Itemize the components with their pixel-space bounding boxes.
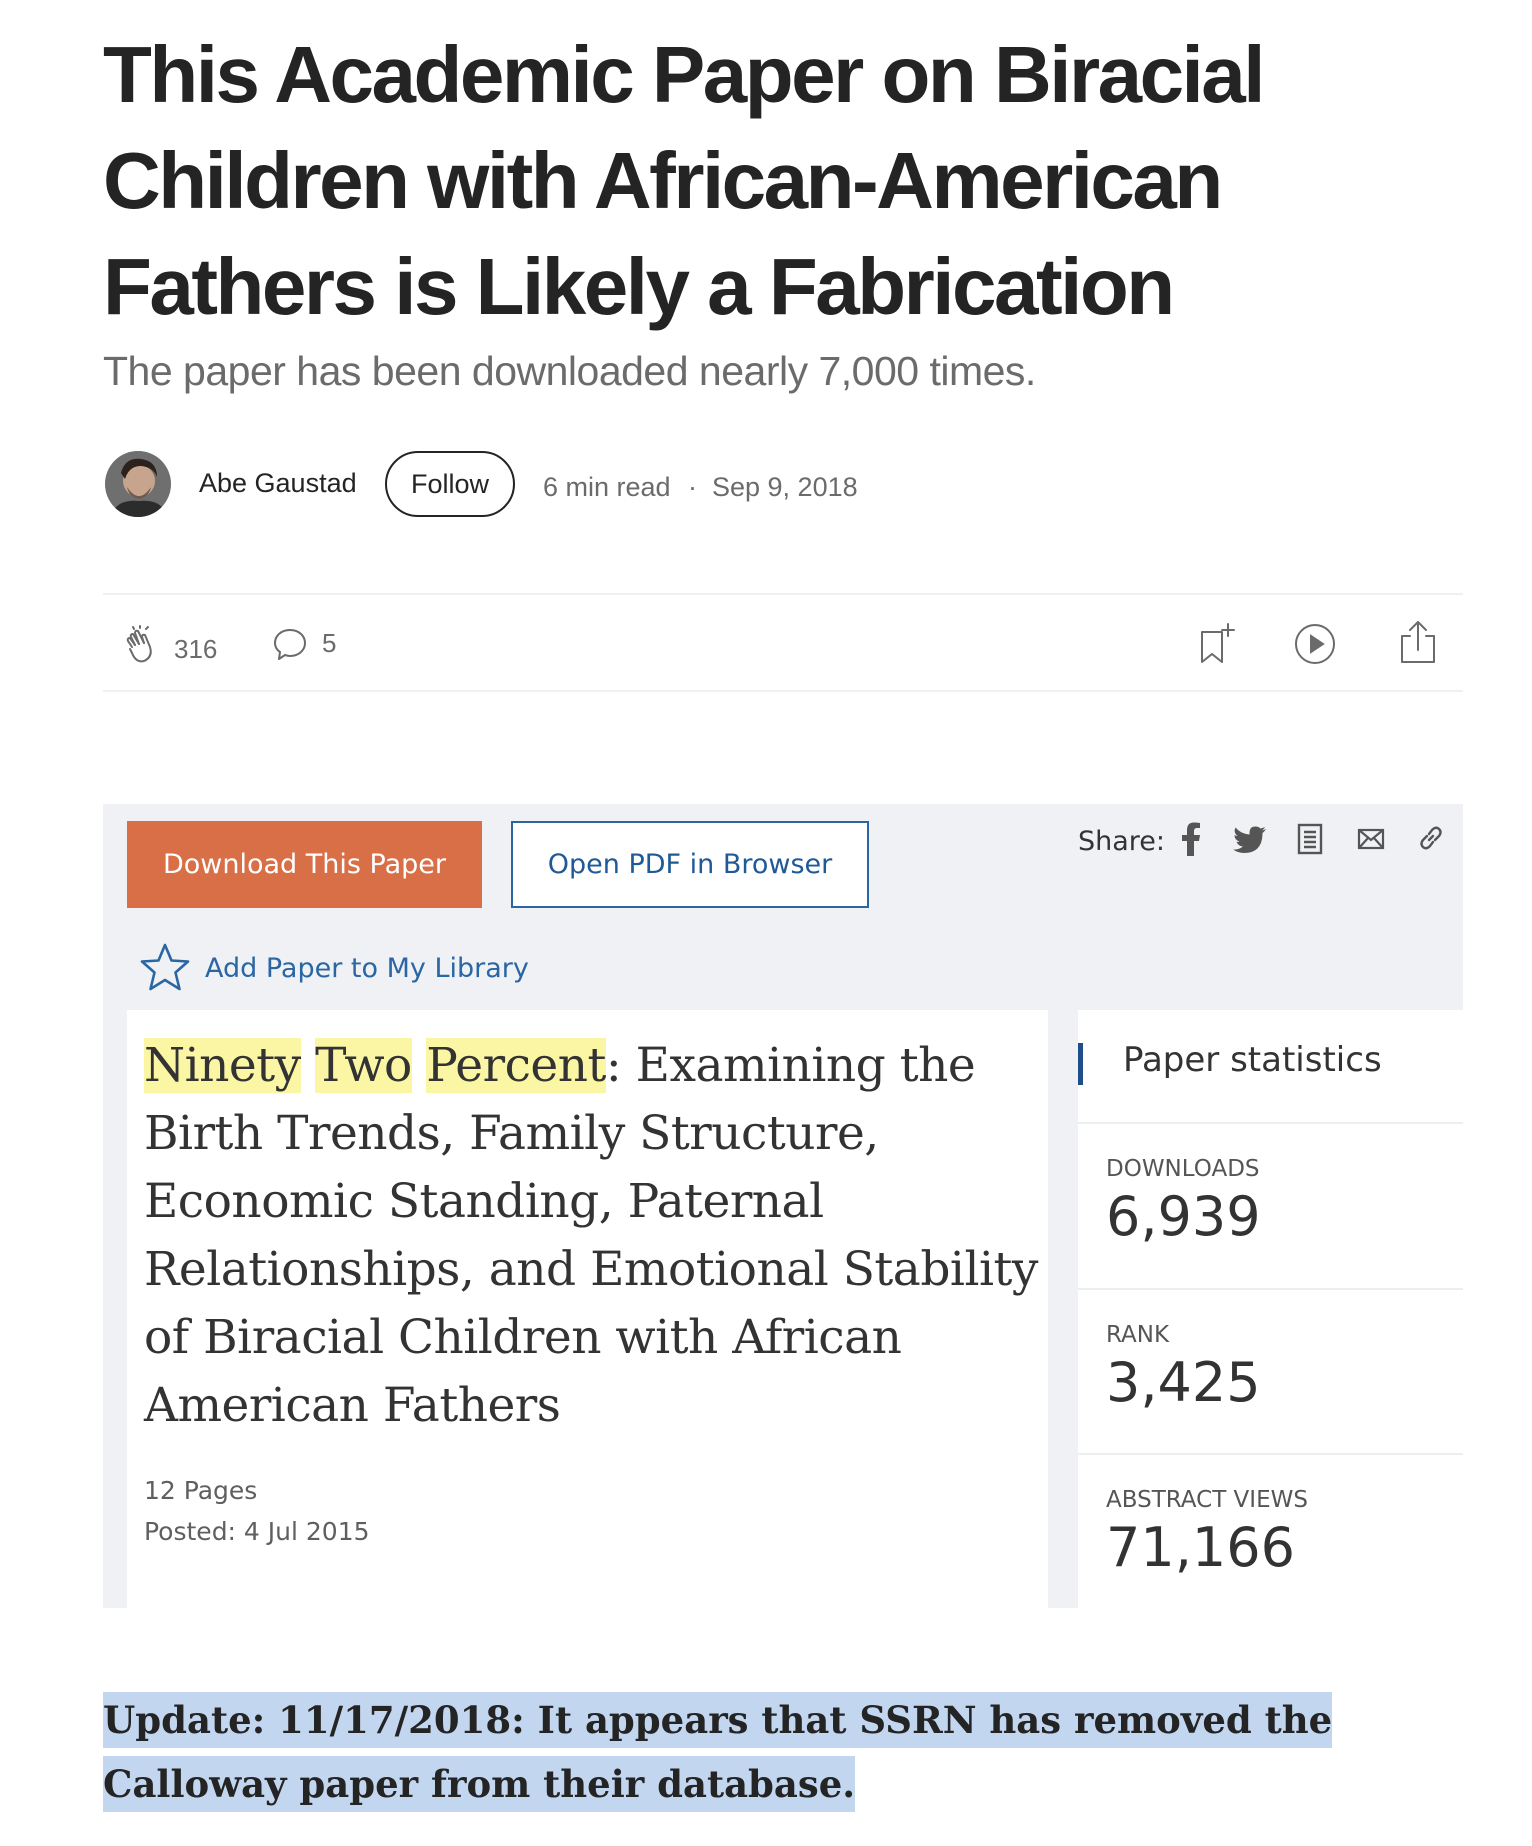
- open-pdf-button[interactable]: Open PDF in Browser: [511, 821, 869, 908]
- author-avatar[interactable]: [105, 451, 171, 517]
- stats-divider: [1078, 1453, 1463, 1455]
- paper-card: [127, 1010, 1048, 1608]
- star-icon[interactable]: [138, 942, 192, 999]
- clap-icon[interactable]: [122, 625, 162, 670]
- clap-count: 316: [174, 634, 218, 664]
- rank-label: RANK: [1106, 1322, 1170, 1348]
- author-name[interactable]: Abe Gaustad: [199, 468, 357, 498]
- action-bar-bottom-divider: [103, 690, 1463, 692]
- abstract-views-value: 71,166: [1106, 1516, 1295, 1579]
- article-title: This Academic Paper on Biracial Children…: [103, 30, 1266, 331]
- stats-divider: [1078, 1288, 1463, 1290]
- share-icon[interactable]: [1396, 618, 1440, 671]
- highlight-ninety: Ninety: [144, 1038, 301, 1093]
- follow-button[interactable]: Follow: [385, 451, 515, 517]
- read-time: 6 min read: [543, 472, 671, 502]
- share-label: Share:: [1078, 826, 1166, 857]
- add-to-library-link[interactable]: Add Paper to My Library: [205, 953, 529, 984]
- downloads-value: 6,939: [1106, 1185, 1261, 1248]
- stats-accent-bar: [1078, 1043, 1083, 1085]
- highlight-percent: Percent: [426, 1038, 606, 1093]
- stats-divider: [1078, 1122, 1463, 1124]
- publish-date: Sep 9, 2018: [712, 472, 858, 502]
- meta-separator: ·: [688, 472, 697, 502]
- downloads-label: DOWNLOADS: [1106, 1156, 1260, 1182]
- page-count: 12 Pages: [144, 1476, 258, 1505]
- email-icon[interactable]: [1357, 828, 1385, 855]
- link-icon[interactable]: [1417, 824, 1445, 857]
- update-note-text: Update: 11/17/2018: It appears that SSRN…: [103, 1692, 1333, 1812]
- play-icon[interactable]: [1293, 622, 1337, 671]
- download-paper-button[interactable]: Download This Paper: [127, 821, 482, 908]
- article-subtitle: The paper has been downloaded nearly 7,0…: [103, 348, 1036, 394]
- twitter-icon[interactable]: [1233, 826, 1267, 859]
- comment-icon[interactable]: [272, 626, 308, 667]
- rank-value: 3,425: [1106, 1351, 1261, 1414]
- facebook-icon[interactable]: [1180, 822, 1202, 861]
- comment-count: 5: [322, 628, 337, 658]
- stats-title: Paper statistics: [1123, 1040, 1382, 1080]
- action-bar-top-divider: [103, 593, 1463, 595]
- document-icon[interactable]: [1297, 823, 1323, 860]
- highlight-two: Two: [315, 1038, 412, 1093]
- posted-date: Posted: 4 Jul 2015: [144, 1517, 370, 1546]
- paper-title-rest: : Examining the Birth Trends, Family Str…: [144, 1038, 1038, 1433]
- update-note: Update: 11/17/2018: It appears that SSRN…: [103, 1688, 1433, 1816]
- paper-statistics-card: [1078, 1010, 1463, 1608]
- paper-title[interactable]: Ninety Two Percent: Examining the Birth …: [144, 1032, 1044, 1440]
- abstract-views-label: ABSTRACT VIEWS: [1106, 1487, 1308, 1513]
- bookmark-add-icon[interactable]: [1196, 622, 1236, 671]
